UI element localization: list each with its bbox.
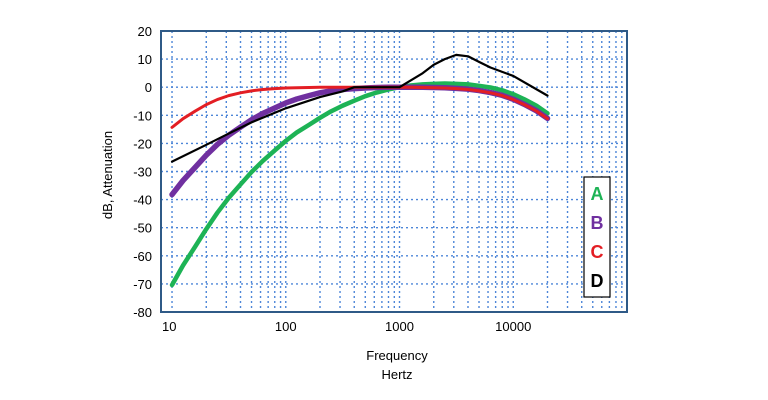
legend-label-c: C [591,242,604,262]
series-line-c [170,85,549,129]
series-line-a [169,81,550,288]
series-line-d [170,53,549,163]
x-tick-label: 10 [162,319,176,334]
y-tick-label: -70 [133,277,152,292]
y-tick-label: -80 [133,305,152,320]
series-line-b [169,84,551,198]
x-tick-labels: 10 100 1000 10000 [162,319,531,334]
y-tick-label: -10 [133,108,152,123]
y-tick-label: -60 [133,249,152,264]
legend-label-b: B [591,213,604,233]
grid [161,31,627,312]
x-tick-label: 1000 [385,319,414,334]
y-tick-label: 20 [138,24,152,39]
series-lines [169,53,551,288]
y-tick-label: -40 [133,193,152,208]
y-tick-label: 0 [145,80,152,95]
legend-box [583,176,611,298]
y-tick-label: -50 [133,221,152,236]
legend-label-a: A [591,184,604,204]
x-tick-label: 10000 [495,319,531,334]
x-axis-title-line2: Hertz [381,367,412,382]
y-axis-title: dB, Attenuation [100,131,115,219]
y-tick-labels: 20 10 0 -10 -20 -30 -40 -50 -60 -70 -80 [133,24,152,320]
legend-label-d: D [591,271,604,291]
y-tick-label: -20 [133,136,152,151]
y-tick-label: 10 [138,52,152,67]
x-axis-title-line1: Frequency [366,348,428,363]
y-tick-label: -30 [133,165,152,180]
x-tick-label: 100 [275,319,297,334]
plot-frame [160,30,628,313]
